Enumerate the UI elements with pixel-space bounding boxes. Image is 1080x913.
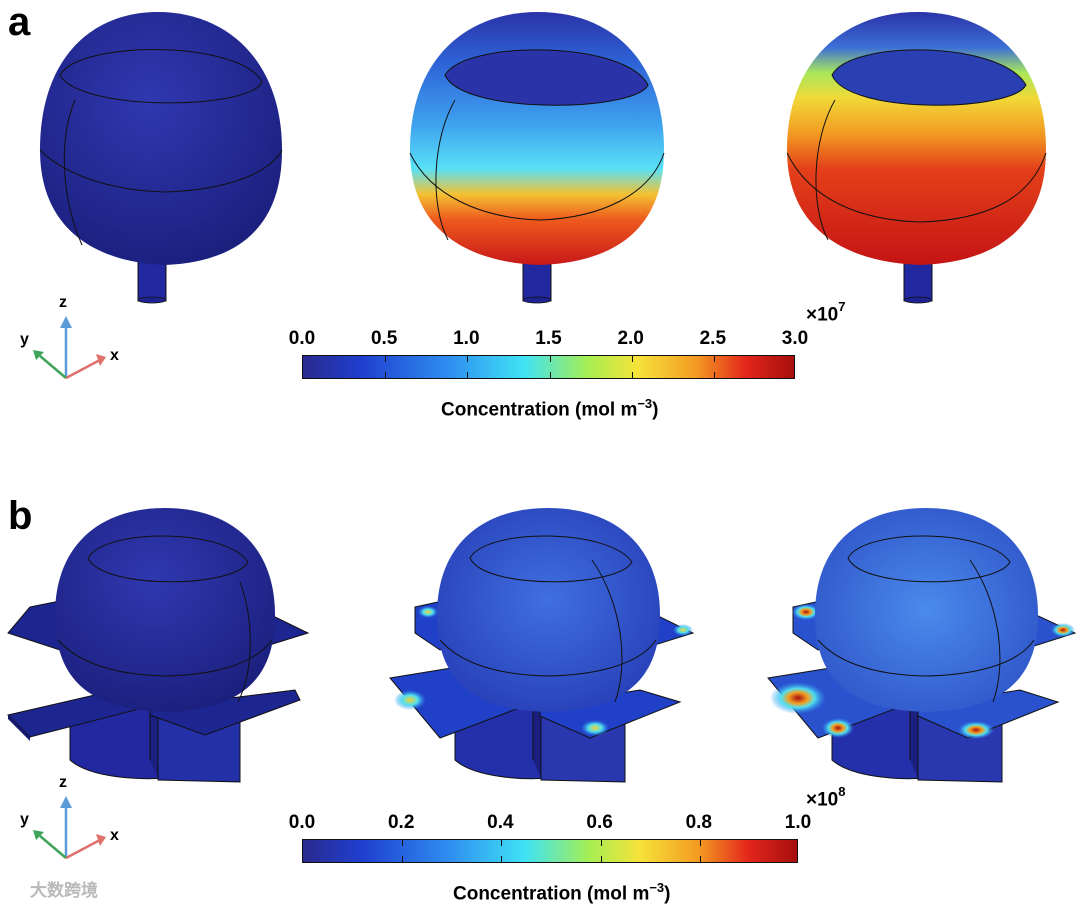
colorbar-a-multiplier: ×107 — [806, 299, 846, 326]
colorbar-tick-mark — [402, 856, 404, 862]
colorbar-b-fill — [302, 839, 798, 863]
colorbar-tick-mark — [699, 856, 701, 862]
colorbar-tick-label: 0.0 — [288, 812, 316, 833]
colorbar-b-multiplier: ×108 — [806, 784, 846, 811]
colorbar-b — [302, 839, 798, 863]
colorbar-tick-mark — [385, 356, 387, 362]
colorbar-tick-label: 0.5 — [370, 328, 398, 349]
colorbar-a — [302, 355, 795, 379]
axis-z-label-a: z — [59, 294, 67, 311]
colorbar-tick-mark — [549, 372, 551, 378]
colorbar-tick-mark — [549, 356, 551, 362]
axis-x-label-a: x — [110, 347, 119, 364]
colorbar-tick-mark — [385, 372, 387, 378]
colorbar-tick-mark — [501, 856, 503, 862]
colorbar-tick-mark — [631, 356, 633, 362]
colorbar-tick-label: 2.0 — [617, 328, 644, 349]
colorbar-tick-label: 1.0 — [453, 328, 480, 349]
colorbar-tick-mark — [600, 856, 602, 862]
colorbar-tick-label: 0.6 — [586, 812, 613, 833]
colorbar-tick-mark — [699, 840, 701, 846]
axis-y-label-a: y — [20, 331, 29, 348]
device-b1 — [7, 508, 310, 783]
colorbar-tick-mark — [501, 840, 503, 846]
panel-letter-a: a — [8, 0, 31, 44]
colorbar-a-label: Concentration (mol m−3) — [441, 396, 659, 421]
colorbar-tick-label: 2.5 — [699, 328, 727, 349]
colorbar-tick-label: 0.2 — [387, 812, 415, 833]
axis-x-label-b: x — [110, 827, 119, 844]
panel-letter-b: b — [8, 494, 33, 538]
colorbar-tick-mark — [713, 356, 715, 362]
colorbar-tick-label: 0.8 — [685, 812, 713, 833]
sphere-a2 — [409, 12, 665, 304]
colorbar-tick-mark — [467, 356, 469, 362]
colorbar-tick-mark — [713, 372, 715, 378]
colorbar-tick-label: 1.5 — [535, 328, 562, 349]
colorbar-b-label: Concentration (mol m−3) — [453, 880, 671, 905]
colorbar-tick-mark — [402, 840, 404, 846]
device-b3 — [767, 508, 1077, 783]
watermark: 大数跨境 — [30, 881, 98, 900]
colorbar-tick-label: 0.4 — [487, 812, 514, 833]
axis-z-label-b: z — [59, 774, 67, 791]
colorbar-tick-mark — [631, 372, 633, 378]
axis-triad-b — [33, 796, 106, 860]
colorbar-tick-mark — [600, 840, 602, 846]
axis-y-label-b: y — [20, 811, 29, 828]
axis-triad-a — [33, 316, 106, 380]
device-b2 — [389, 508, 695, 783]
colorbar-a-fill — [302, 355, 795, 379]
sphere-a1 — [39, 12, 283, 304]
colorbar-tick-label: 1.0 — [784, 812, 812, 833]
colorbar-tick-label: 0.0 — [288, 328, 316, 349]
colorbar-tick-mark — [467, 372, 469, 378]
sphere-a3 — [786, 12, 1047, 304]
colorbar-tick-label: 3.0 — [781, 328, 809, 349]
